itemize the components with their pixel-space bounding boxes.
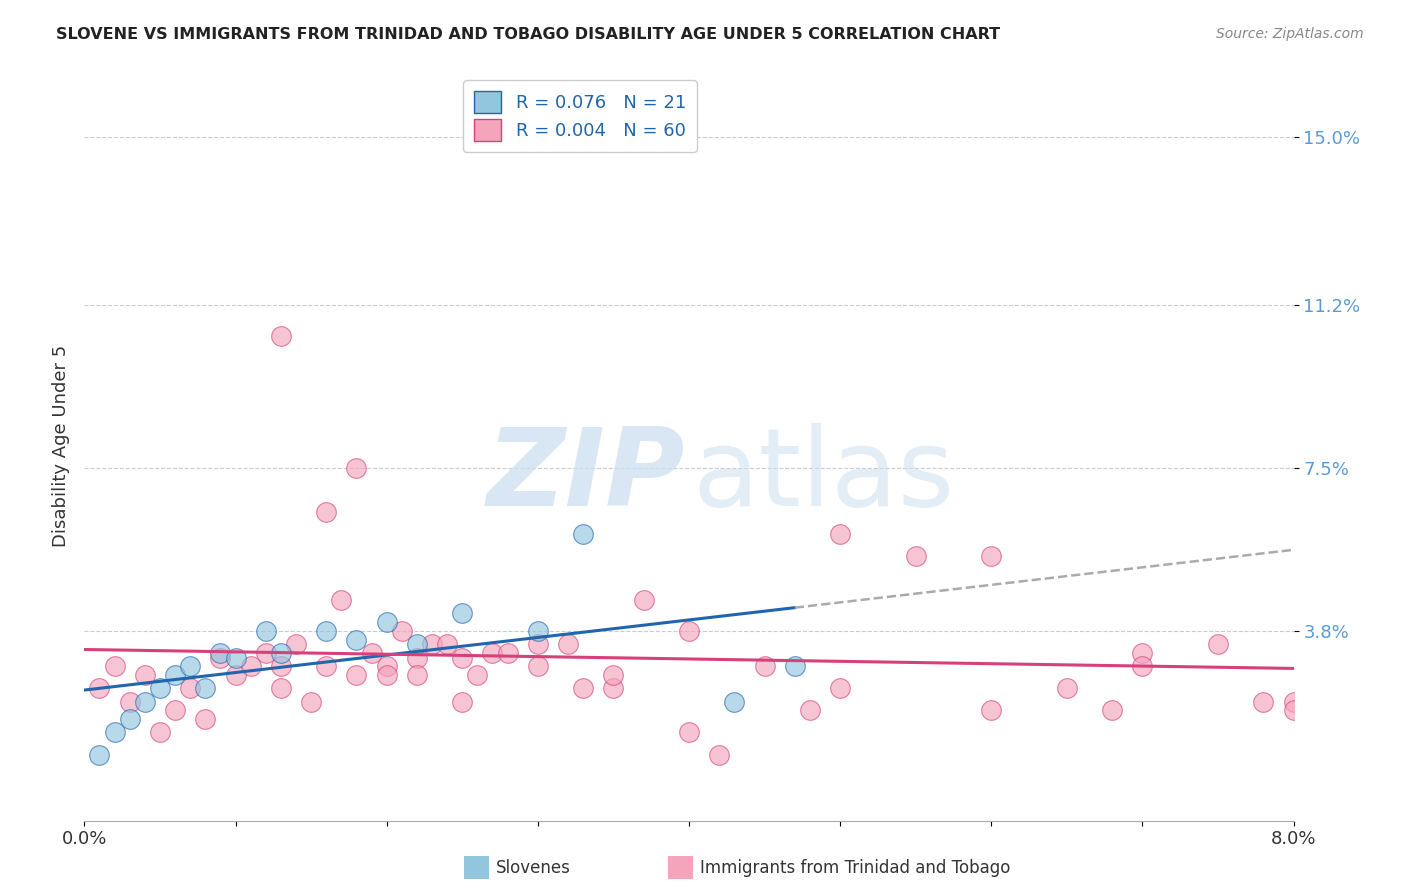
Point <box>467 668 489 682</box>
Point <box>572 681 595 696</box>
Point <box>194 712 217 726</box>
Point <box>420 637 443 651</box>
Point <box>1206 637 1229 651</box>
Point <box>346 461 368 475</box>
Point <box>602 681 624 696</box>
Point <box>1132 659 1154 673</box>
Point <box>299 695 322 709</box>
Point <box>149 725 172 739</box>
Point <box>254 646 277 660</box>
Point <box>1101 703 1123 717</box>
Point <box>315 505 337 519</box>
Point <box>799 703 821 717</box>
Point <box>89 747 111 762</box>
Point <box>270 659 292 673</box>
Point <box>451 607 474 621</box>
Point <box>375 615 398 630</box>
Point <box>1253 695 1275 709</box>
Point <box>254 624 277 639</box>
Point <box>179 681 201 696</box>
Text: ZIP: ZIP <box>486 423 685 529</box>
Point <box>406 637 429 651</box>
Point <box>527 624 550 639</box>
Point <box>346 632 368 647</box>
Point <box>783 659 806 673</box>
Point <box>315 624 337 639</box>
Point <box>1132 646 1154 660</box>
Point <box>194 681 217 696</box>
Text: Immigrants from Trinidad and Tobago: Immigrants from Trinidad and Tobago <box>700 859 1011 877</box>
Point <box>104 725 127 739</box>
Point <box>104 659 127 673</box>
Point <box>1056 681 1078 696</box>
Point <box>360 646 382 660</box>
Point <box>270 646 292 660</box>
Point <box>89 681 111 696</box>
Point <box>209 650 232 665</box>
Point <box>527 659 550 673</box>
Point <box>527 637 550 651</box>
Point <box>451 695 474 709</box>
Point <box>225 668 247 682</box>
Legend: R = 0.076   N = 21, R = 0.004   N = 60: R = 0.076 N = 21, R = 0.004 N = 60 <box>464 80 697 152</box>
Point <box>149 681 172 696</box>
Point <box>723 695 745 709</box>
Point <box>436 637 458 651</box>
Point <box>134 668 156 682</box>
Point <box>830 527 852 541</box>
Point <box>346 668 368 682</box>
Point <box>754 659 776 673</box>
Point <box>270 328 292 343</box>
Text: Slovenes: Slovenes <box>496 859 571 877</box>
Text: atlas: atlas <box>693 423 955 529</box>
Point <box>557 637 579 651</box>
Point <box>572 527 595 541</box>
Point <box>678 725 700 739</box>
Point <box>118 712 141 726</box>
Point <box>134 695 156 709</box>
Text: SLOVENE VS IMMIGRANTS FROM TRINIDAD AND TOBAGO DISABILITY AGE UNDER 5 CORRELATIO: SLOVENE VS IMMIGRANTS FROM TRINIDAD AND … <box>56 27 1000 42</box>
Point <box>1282 703 1305 717</box>
Point <box>830 681 852 696</box>
Point <box>980 703 1002 717</box>
Point <box>406 650 429 665</box>
Point <box>179 659 201 673</box>
Point <box>980 549 1002 564</box>
Point <box>602 668 624 682</box>
Point <box>239 659 262 673</box>
Point <box>1282 695 1305 709</box>
Point <box>330 593 353 607</box>
Point <box>209 646 232 660</box>
Point <box>165 668 187 682</box>
Point <box>225 650 247 665</box>
Point <box>165 703 187 717</box>
Text: Source: ZipAtlas.com: Source: ZipAtlas.com <box>1216 27 1364 41</box>
Point <box>633 593 655 607</box>
Point <box>406 668 429 682</box>
Point <box>904 549 927 564</box>
Point <box>678 624 700 639</box>
Point <box>285 637 308 651</box>
Point <box>451 650 474 665</box>
Point <box>709 747 731 762</box>
Point <box>315 659 337 673</box>
Point <box>391 624 413 639</box>
Point <box>270 681 292 696</box>
Point <box>496 646 519 660</box>
Point <box>481 646 503 660</box>
Point <box>375 659 398 673</box>
Point <box>375 668 398 682</box>
Point <box>118 695 141 709</box>
Y-axis label: Disability Age Under 5: Disability Age Under 5 <box>52 345 70 547</box>
